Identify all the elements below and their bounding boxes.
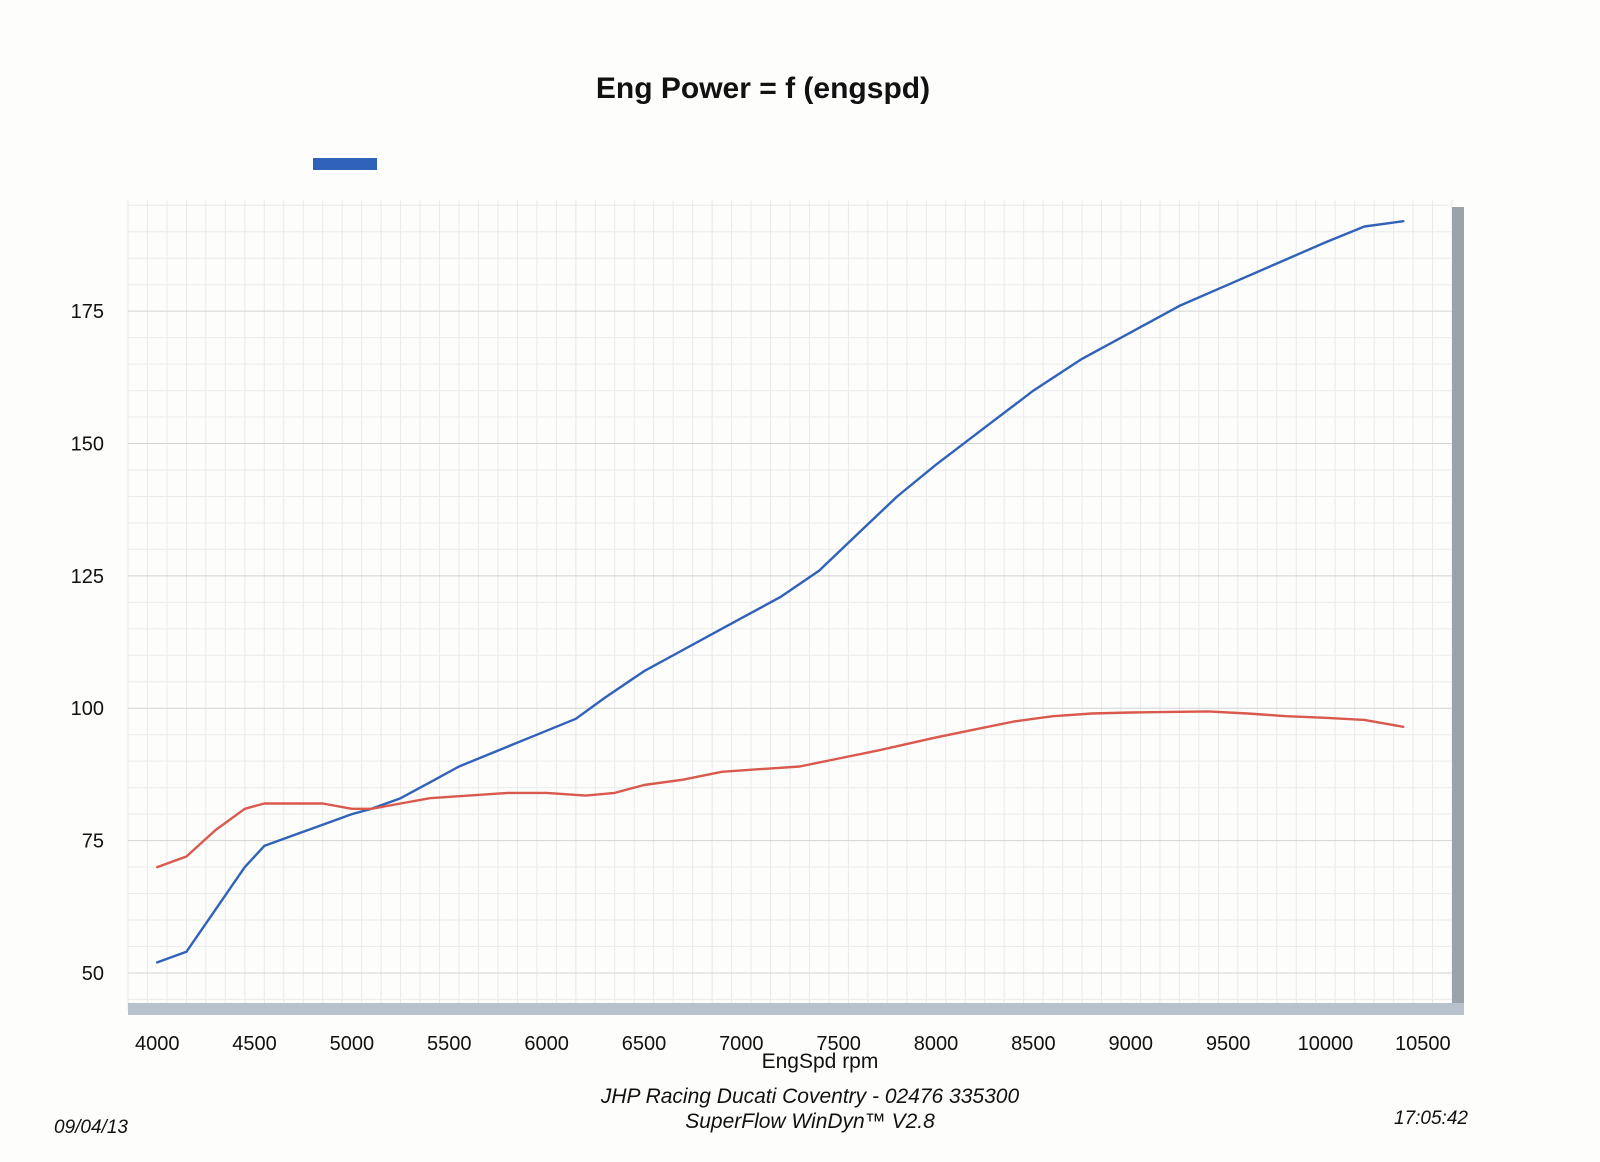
- x-tick-labels: 4000 4500 5000 5500 6000 6500 7000 7500 8000 8500…: [135, 1033, 1451, 1055]
- y-tick-label: 125: [71, 566, 104, 588]
- x-tick-label: 6500: [622, 1033, 667, 1055]
- y-tick-label: 150: [71, 434, 104, 456]
- print-time: 17:05:42: [1394, 1108, 1468, 1129]
- legend-swatch: [313, 158, 377, 170]
- x-tick-label: 7500: [816, 1033, 861, 1055]
- y-tick-labels: 50 75 100 125 150 175: [71, 301, 104, 985]
- x-tick-label: 8500: [1011, 1033, 1056, 1055]
- y-tick-label: 50: [82, 963, 104, 985]
- y-tick-label: 175: [71, 301, 104, 323]
- x-tick-label: 9000: [1108, 1033, 1153, 1055]
- x-tick-label: 4500: [232, 1033, 277, 1055]
- x-tick-label: 9500: [1206, 1033, 1251, 1055]
- series-line-1: [155, 219, 1405, 964]
- series-lines: [155, 219, 1405, 964]
- grid-lines: [127, 200, 1453, 1010]
- x-tick-label: 10500: [1395, 1033, 1451, 1055]
- x-tick-label: 4000: [135, 1033, 180, 1055]
- footer-software: SuperFlow WinDyn™ V2.8: [685, 1110, 935, 1133]
- x-tick-label: 7000: [719, 1033, 764, 1055]
- x-tick-label: 5500: [427, 1033, 472, 1055]
- x-tick-label: 6000: [524, 1033, 569, 1055]
- x-axis-label: EngSpd rpm: [761, 1050, 879, 1073]
- y-tick-label: 75: [82, 831, 104, 853]
- plot-right-edge: [1452, 207, 1464, 1015]
- plot-bottom-edge: [128, 1003, 1464, 1015]
- x-tick-label: 5000: [330, 1033, 375, 1055]
- chart-title: Eng Power = f (engspd): [595, 72, 931, 105]
- x-tick-label: 10000: [1298, 1033, 1354, 1055]
- series-line-2: [155, 710, 1405, 869]
- x-tick-label: 8000: [914, 1033, 959, 1055]
- footer-company: JHP Racing Ducati Coventry - 02476 33530…: [600, 1085, 1020, 1108]
- y-tick-label: 100: [71, 698, 104, 720]
- print-date: 09/04/13: [54, 1117, 128, 1138]
